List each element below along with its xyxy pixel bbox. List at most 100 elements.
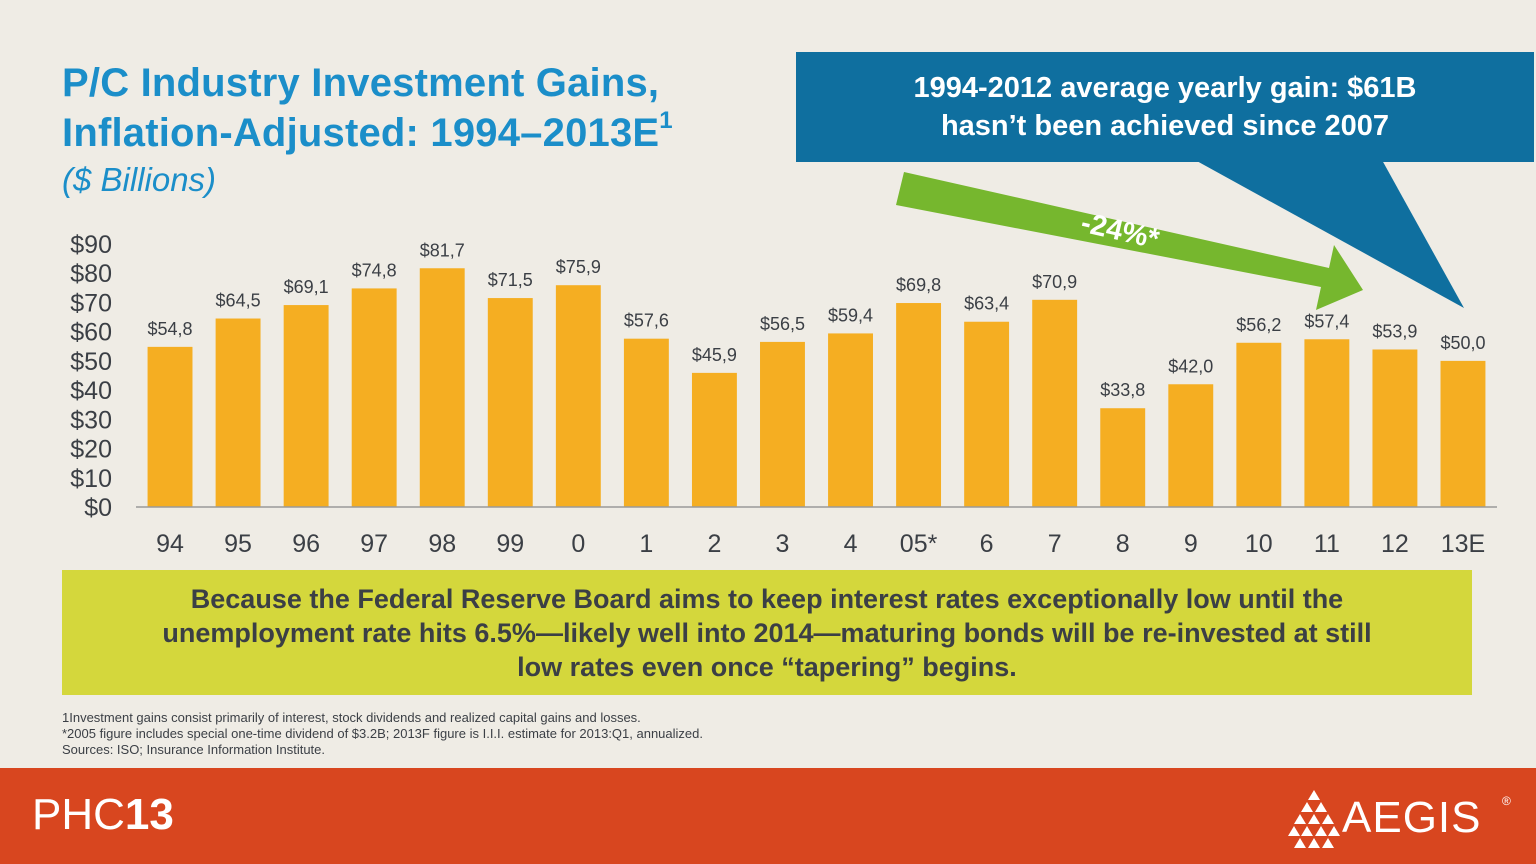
bar [964,321,1010,507]
footnote-1: 1Investment gains consist primarily of i… [62,710,641,725]
bar [555,285,601,507]
x-tick-label: 94 [156,530,184,558]
page-title-line2-text: Inflation-Adjusted: 1994–2013E [62,111,660,155]
x-tick-label: 7 [1048,530,1062,558]
y-tick-label: $70 [70,289,112,317]
data-label: $45,9 [692,345,737,365]
x-tick-label: 13E [1441,530,1485,558]
data-label: $59,4 [828,305,873,325]
page-title-line1: P/C Industry Investment Gains, [62,61,660,105]
y-tick-label: $0 [84,494,112,522]
data-label: $70,9 [1032,272,1077,292]
bar [1304,339,1350,507]
phc-logo-text: PHC [32,790,125,839]
x-tick-label: 99 [496,530,524,558]
x-tick-label: 96 [292,530,320,558]
bar [623,338,669,507]
footer-bar: PHC13 AEGIS ® [0,768,1536,864]
bar [691,372,737,507]
decline-arrow [896,172,1363,310]
data-label: $63,4 [964,294,1009,314]
bar [828,333,873,507]
footnote-sources: Sources: ISO; Insurance Information Inst… [62,742,326,757]
data-label: $81,7 [420,240,465,260]
callout-line1: 1994-2012 average yearly gain: $61B [913,72,1417,104]
x-tick-label: 6 [980,530,994,558]
x-tick-label: 95 [224,530,252,558]
decline-arrow-label: -24%* [1078,207,1163,256]
bar [351,288,397,507]
data-label: $75,9 [556,257,601,277]
x-tick-label: 4 [844,530,858,558]
y-tick-label: $80 [70,260,112,288]
bar [1168,384,1214,507]
data-label: $74,8 [352,260,397,280]
phc13-logo: PHC13 [32,790,174,840]
x-tick-label: 97 [360,530,388,558]
y-tick-label: $50 [70,348,112,376]
bar [1440,360,1486,507]
aegis-logo: AEGIS ® [1288,788,1518,848]
average-gain-callout: 1994-2012 average yearly gain: $61B hasn… [796,52,1534,162]
bar [1032,299,1078,507]
x-tick-label: 2 [707,530,721,558]
y-tick-label: $20 [70,436,112,464]
footnote-2: *2005 figure includes special one-time d… [62,726,703,741]
x-tick-label: 10 [1245,530,1273,558]
data-label: $64,5 [216,291,261,311]
data-label: $42,0 [1168,356,1213,376]
callout-line2: hasn’t been achieved since 2007 [940,110,1390,142]
data-label: $57,6 [624,311,669,331]
bar [419,268,465,507]
chart-plot-area: $0$10$20$30$40$50$60$70$80$90$54,894$64,… [70,231,1497,558]
y-tick-label: $90 [70,231,112,259]
data-label: $54,8 [148,319,193,339]
key-message-box: Because the Federal Reserve Board aims t… [62,570,1472,695]
data-label: $57,4 [1304,311,1349,331]
title-footnote-marker: 1 [659,107,673,134]
registered-mark: ® [1502,794,1511,808]
x-tick-label: 0 [571,530,585,558]
data-label: $69,8 [896,275,941,295]
x-tick-label: 1 [639,530,653,558]
data-label: $53,9 [1372,321,1417,341]
title-block: P/C Industry Investment Gains, Inflation… [62,58,782,202]
bar [1100,408,1146,507]
x-tick-label: 3 [776,530,790,558]
message-line2: unemployment rate hits 6.5%—likely well … [162,617,1372,648]
message-line3: low rates even once “tapering” begins. [517,651,1017,682]
y-tick-label: $30 [70,406,112,434]
bar [1372,349,1418,507]
data-label: $71,5 [488,270,533,290]
data-label: $56,2 [1236,315,1281,335]
bar [896,303,942,507]
x-tick-label: 9 [1184,530,1198,558]
data-label: $50,0 [1440,333,1485,353]
bar [1236,342,1282,507]
data-label: $33,8 [1100,380,1145,400]
bar [487,298,533,507]
data-label: $56,5 [760,314,805,334]
footnotes: 1Investment gains consist primarily of i… [62,710,703,758]
x-tick-label: 98 [428,530,456,558]
message-line1: Because the Federal Reserve Board aims t… [190,583,1344,614]
x-tick-label: 05* [900,530,938,558]
y-tick-label: $10 [70,465,112,493]
bar [283,305,329,507]
page-title-line2: Inflation-Adjusted: 1994–2013E1 [62,108,782,158]
phc-logo-number: 13 [124,790,174,839]
aegis-logo-text: AEGIS [1342,793,1482,842]
callout-pointer [1195,160,1464,308]
bar [147,346,193,507]
x-tick-label: 8 [1116,530,1130,558]
y-tick-label: $40 [70,377,112,405]
x-tick-label: 12 [1381,530,1409,558]
x-tick-label: 11 [1314,530,1340,558]
page-subtitle: ($ Billions) [62,161,217,198]
y-tick-label: $60 [70,319,112,347]
bar [760,341,805,507]
data-label: $69,1 [284,277,329,297]
bar [215,318,261,507]
aegis-emblem-icon [1288,790,1340,848]
